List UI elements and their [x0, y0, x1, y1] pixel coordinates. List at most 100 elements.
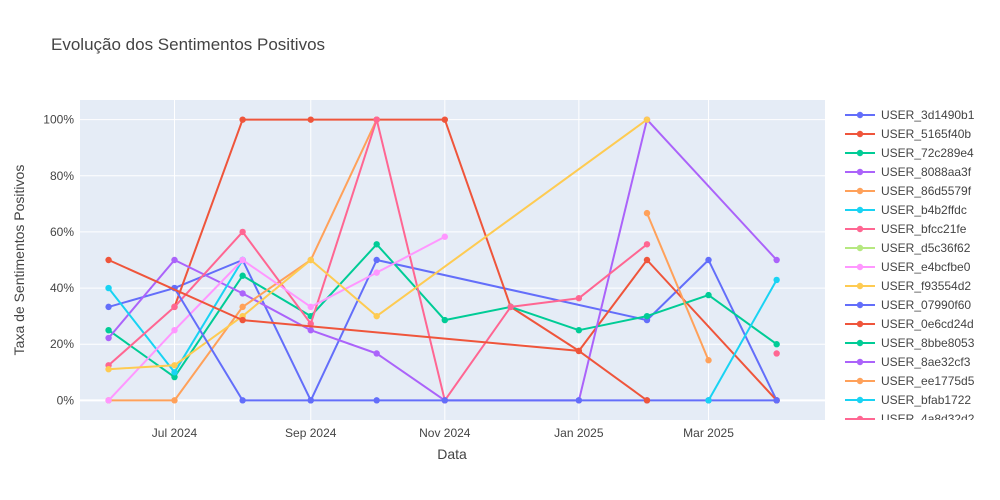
legend-item[interactable]: USER_f93554d2: [845, 279, 971, 293]
data-point: [373, 241, 380, 248]
legend-marker: [856, 396, 864, 404]
data-point: [643, 312, 651, 320]
y-tick-label: 20%: [50, 337, 74, 351]
legend-item[interactable]: USER_bfcc21fe: [845, 222, 967, 236]
data-point: [773, 256, 780, 264]
series-line: [108, 259, 648, 402]
legend-label: USER_8088aa3f: [881, 165, 972, 179]
data-point: [171, 369, 178, 376]
legend-label: USER_07990f60: [881, 298, 971, 312]
y-tick-label: 0%: [57, 393, 75, 407]
data-point: [171, 397, 178, 404]
legend-marker: [856, 282, 864, 290]
legend-item[interactable]: USER_3d1490b1: [845, 108, 975, 122]
legend-item[interactable]: USER_ee1775d5: [845, 374, 975, 388]
legend-label: USER_4a8d32d2: [881, 412, 975, 426]
y-tick-label: 40%: [50, 281, 74, 295]
legend-item[interactable]: USER_72c289e4: [845, 146, 974, 160]
x-tick-label: Mar 2025: [683, 426, 734, 440]
series-USER_f93554d2: [105, 116, 651, 373]
y-tick-label: 60%: [50, 225, 74, 239]
legend-label: USER_bfab1722: [881, 393, 971, 407]
legend-marker: [856, 187, 864, 195]
legend-item[interactable]: USER_bfab1722: [845, 393, 971, 407]
data-point: [239, 290, 246, 297]
series-USER_4a8d32d2: [773, 350, 780, 357]
data-point: [105, 334, 112, 342]
legend-marker: [856, 244, 864, 252]
legend[interactable]: USER_3d1490b1 USER_5165f40b USER_72c289e4 U…: [845, 108, 975, 426]
data-point: [105, 326, 112, 334]
legend-label: USER_f93554d2: [881, 279, 971, 293]
x-tick-label: Jul 2024: [152, 426, 198, 440]
legend-label: USER_8ae32cf3: [881, 355, 971, 369]
legend-marker: [856, 111, 864, 119]
legend-marker: [856, 168, 864, 176]
data-point: [171, 256, 178, 264]
data-point: [239, 397, 246, 404]
data-point: [239, 116, 246, 123]
data-point: [373, 397, 380, 404]
data-point: [239, 272, 246, 279]
data-point: [773, 276, 780, 284]
data-point: [307, 303, 314, 311]
series-USER_ee1775d5: [643, 209, 712, 364]
legend-item[interactable]: USER_e4bcfbe0: [845, 260, 971, 274]
x-tick-label: Jan 2025: [554, 426, 604, 440]
data-point: [239, 228, 246, 236]
legend-item[interactable]: USER_d5c36f62: [845, 241, 971, 255]
legend-label: USER_ee1775d5: [881, 374, 975, 388]
series-USER_0e6cd24d: [105, 256, 651, 404]
legend-item[interactable]: USER_8bbe8053: [845, 336, 975, 350]
data-point: [705, 357, 712, 364]
legend-marker: [856, 377, 864, 385]
legend-label: USER_5165f40b: [881, 127, 971, 141]
data-point: [705, 397, 712, 404]
legend-item[interactable]: USER_8ae32cf3: [845, 355, 971, 369]
data-point: [105, 284, 112, 292]
legend-marker: [856, 225, 864, 233]
data-point: [105, 397, 112, 404]
legend-item[interactable]: USER_86d5579f: [845, 184, 972, 198]
legend-label: USER_86d5579f: [881, 184, 972, 198]
data-point: [105, 303, 112, 311]
x-tick-label: Nov 2024: [419, 426, 471, 440]
data-point: [643, 397, 651, 404]
series-line: [707, 279, 778, 401]
data-point: [643, 241, 651, 248]
legend-marker: [856, 339, 864, 347]
legend-label: USER_72c289e4: [881, 146, 974, 160]
legend-marker: [856, 263, 864, 271]
data-point: [773, 341, 780, 348]
chart-title: Evolução dos Sentimentos Positivos: [51, 35, 325, 54]
data-point: [373, 256, 380, 264]
data-point: [643, 209, 651, 217]
legend-item[interactable]: USER_5165f40b: [845, 127, 971, 141]
legend-item[interactable]: USER_07990f60: [845, 298, 971, 312]
y-tick-label: 100%: [43, 113, 74, 127]
data-point: [373, 269, 380, 276]
legend-marker: [856, 130, 864, 138]
legend-item[interactable]: USER_8088aa3f: [845, 165, 972, 179]
data-point: [441, 116, 449, 123]
legend-marker: [856, 206, 864, 214]
legend-item[interactable]: USER_0e6cd24d: [845, 317, 974, 331]
data-point: [373, 350, 380, 357]
series-area: [105, 116, 780, 404]
data-point: [307, 256, 314, 264]
legend-marker: [856, 320, 864, 328]
data-point: [643, 256, 651, 264]
series-USER_bfab1722: [705, 276, 780, 404]
legend-item[interactable]: USER_4a8d32d2: [845, 412, 975, 426]
data-point: [643, 116, 651, 123]
data-point: [171, 373, 178, 381]
legend-label: USER_e4bcfbe0: [881, 260, 971, 274]
data-point: [239, 256, 246, 264]
data-point: [575, 326, 583, 334]
legend-item[interactable]: USER_b4b2ffdc: [845, 203, 967, 217]
data-point: [507, 303, 514, 311]
series-USER_07990f60: [171, 284, 780, 404]
data-point: [575, 397, 583, 404]
data-point: [373, 312, 380, 320]
